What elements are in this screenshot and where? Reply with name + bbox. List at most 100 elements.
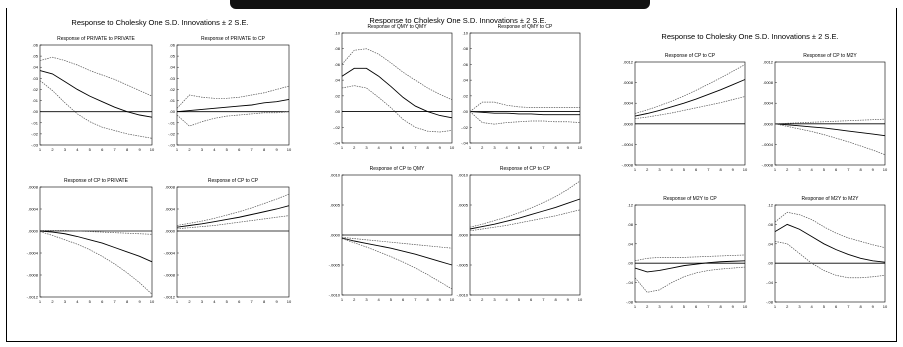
plot-frame <box>176 44 290 146</box>
x-tick-label: 7 <box>251 147 254 152</box>
chart-title: Response of PRIVATE to CP <box>200 36 265 42</box>
x-tick-label: 10 <box>743 167 748 172</box>
x-tick-label: 4 <box>811 167 814 172</box>
y-tick-label: .06 <box>32 43 38 48</box>
x-tick-label: 1 <box>774 304 777 309</box>
y-tick-label: .0000 <box>165 229 176 234</box>
x-tick-label: 5 <box>89 147 92 152</box>
plot-frame <box>634 204 746 303</box>
y-tick-label: -.0010 <box>457 293 469 298</box>
x-tick-label: 1 <box>176 147 179 152</box>
x-tick-label: 3 <box>365 145 368 150</box>
y-tick-label: .08 <box>627 222 633 227</box>
upper-band-line <box>634 254 746 262</box>
y-tick-label: .08 <box>334 46 340 51</box>
y-tick-label: .00 <box>334 109 340 114</box>
x-tick-label: 10 <box>287 299 292 304</box>
upper-band-line <box>469 101 580 112</box>
x-tick-label: 1 <box>634 304 637 309</box>
y-tick-label: -.03 <box>168 143 176 148</box>
irf-chart: .06 .05 .04 .03 .02 .01 .00 -.01 -.02 -.031 2 3 4 5 6 7… <box>31 43 155 153</box>
y-tick-label: -.08 <box>626 300 634 305</box>
upper-band-line <box>176 85 290 109</box>
y-tick-label: .00 <box>767 261 773 266</box>
plot-frame <box>39 186 153 298</box>
x-tick-label: 1 <box>176 299 179 304</box>
x-tick-label: 1 <box>774 167 777 172</box>
x-tick-label: 10 <box>883 167 888 172</box>
y-tick-label: .0008 <box>165 185 176 190</box>
x-tick-label: 3 <box>201 147 204 152</box>
y-tick-label: .12 <box>627 203 633 208</box>
lower-band-line <box>469 209 581 232</box>
response-line <box>634 79 746 117</box>
lower-band-line <box>634 266 746 293</box>
plot-frame <box>634 61 746 166</box>
response-line <box>469 198 581 230</box>
upper-band-line <box>774 211 886 249</box>
x-tick-label: 8 <box>426 145 429 150</box>
x-tick-label: 10 <box>150 147 155 152</box>
x-tick-label: 5 <box>390 145 393 150</box>
y-tick-label: .10 <box>334 31 340 36</box>
x-tick-label: 9 <box>567 297 570 302</box>
y-tick-label: -.0004 <box>622 142 634 147</box>
x-tick-label: 5 <box>683 167 686 172</box>
y-tick-label: .0005 <box>330 203 341 208</box>
irf-chart: .12 .08 .04 .00 -.04 -.081 2 3 4 5 6 7 8 9 10 <box>626 203 748 310</box>
y-tick-label: -.04 <box>461 141 469 146</box>
y-tick-label: -.0004 <box>164 251 176 256</box>
x-tick-label: 10 <box>450 297 455 302</box>
x-tick-label: 7 <box>542 297 545 302</box>
x-tick-label: 4 <box>76 299 79 304</box>
y-tick-label: .01 <box>169 98 175 103</box>
x-tick-label: 7 <box>414 297 417 302</box>
x-tick-label: 1 <box>469 297 472 302</box>
y-tick-label: .05 <box>169 54 175 59</box>
upper-band-line <box>341 237 453 249</box>
y-tick-label: .0004 <box>28 207 39 212</box>
y-tick-label: .00 <box>627 261 633 266</box>
y-tick-label: -.0005 <box>329 263 341 268</box>
x-tick-label: 2 <box>51 299 54 304</box>
lower-band-line <box>341 85 453 133</box>
x-tick-label: 1 <box>39 147 42 152</box>
y-tick-label: .12 <box>767 203 773 208</box>
y-tick-label: .0010 <box>330 173 341 178</box>
x-tick-label: 9 <box>275 147 278 152</box>
x-tick-label: 2 <box>481 145 484 150</box>
chart-title: Response of CP to CP <box>499 166 551 172</box>
x-tick-label: 7 <box>251 299 254 304</box>
x-tick-label: 10 <box>578 297 583 302</box>
x-tick-label: 3 <box>64 147 67 152</box>
chart-title: Response of M2Y to CP <box>663 196 717 202</box>
lower-band-line <box>39 231 153 295</box>
x-tick-label: 2 <box>353 145 356 150</box>
x-tick-label: 6 <box>101 299 104 304</box>
y-tick-label: .0008 <box>763 80 774 85</box>
y-tick-label: -.0004 <box>762 142 774 147</box>
y-tick-label: -.02 <box>333 125 341 130</box>
upper-band-line <box>176 193 290 226</box>
x-tick-label: 7 <box>707 167 710 172</box>
chart-title: Response of QMY to CP <box>497 24 553 30</box>
upper-band-line <box>634 64 746 114</box>
x-tick-label: 8 <box>859 167 862 172</box>
y-tick-label: .0008 <box>623 80 634 85</box>
x-tick-label: 10 <box>883 304 888 309</box>
lower-band-line <box>39 80 153 139</box>
x-tick-label: 5 <box>823 304 826 309</box>
x-tick-label: 5 <box>390 297 393 302</box>
x-tick-label: 7 <box>847 304 850 309</box>
x-tick-label: 2 <box>353 297 356 302</box>
x-tick-label: 9 <box>439 145 442 150</box>
y-tick-label: .01 <box>32 98 38 103</box>
y-tick-label: .04 <box>334 78 340 83</box>
x-tick-label: 10 <box>743 304 748 309</box>
x-tick-label: 9 <box>872 304 875 309</box>
chart-title: Response of CP to QMY <box>369 166 425 172</box>
y-tick-label: -.0008 <box>164 273 176 278</box>
x-tick-label: 6 <box>835 167 838 172</box>
irf-chart: .12 .08 .04 .00 -.04 -.081 2 3 4 5 6 7 8 9 10 <box>766 203 888 310</box>
x-tick-label: 3 <box>798 167 801 172</box>
